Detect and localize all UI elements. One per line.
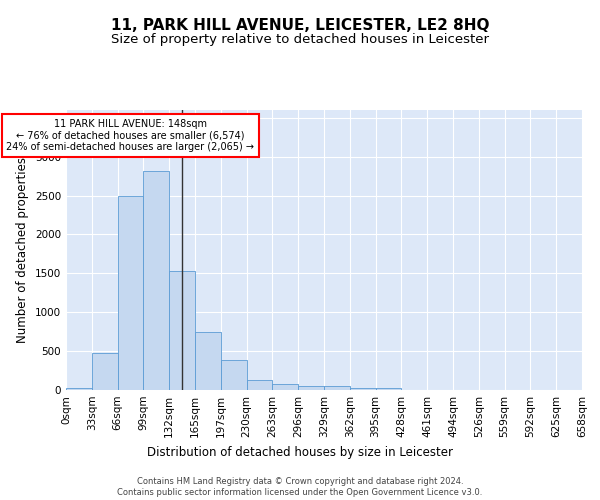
Bar [195, 332, 221, 390]
Bar [169, 271, 195, 390]
Bar [324, 386, 350, 390]
Bar [247, 380, 272, 390]
Bar [143, 170, 169, 390]
Text: 11 PARK HILL AVENUE: 148sqm
← 76% of detached houses are smaller (6,574)
24% of : 11 PARK HILL AVENUE: 148sqm ← 76% of det… [7, 119, 254, 152]
Text: Distribution of detached houses by size in Leicester: Distribution of detached houses by size … [147, 446, 453, 459]
Bar [66, 388, 92, 390]
Text: Size of property relative to detached houses in Leicester: Size of property relative to detached ho… [111, 32, 489, 46]
Bar [298, 386, 324, 390]
Y-axis label: Number of detached properties: Number of detached properties [16, 157, 29, 343]
Bar [221, 360, 247, 390]
Bar [118, 196, 143, 390]
Bar [350, 388, 376, 390]
Bar [376, 388, 401, 390]
Bar [92, 354, 118, 390]
Text: Contains public sector information licensed under the Open Government Licence v3: Contains public sector information licen… [118, 488, 482, 497]
Bar [272, 384, 298, 390]
Text: 11, PARK HILL AVENUE, LEICESTER, LE2 8HQ: 11, PARK HILL AVENUE, LEICESTER, LE2 8HQ [111, 18, 489, 32]
Text: Contains HM Land Registry data © Crown copyright and database right 2024.: Contains HM Land Registry data © Crown c… [137, 476, 463, 486]
